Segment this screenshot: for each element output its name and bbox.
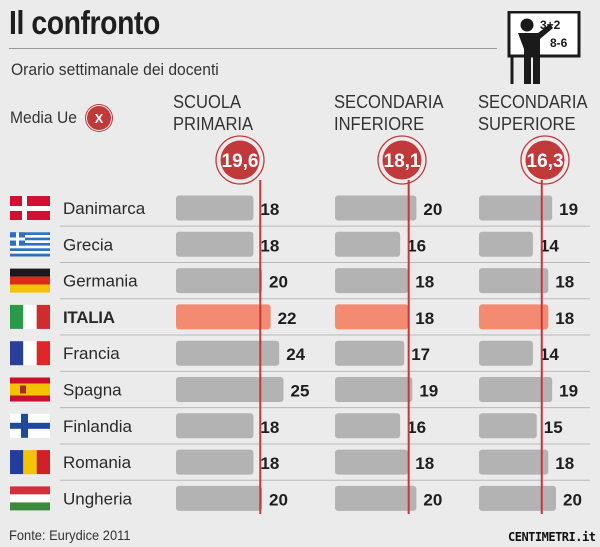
value-label: 20 bbox=[423, 200, 442, 219]
finland-flag-icon bbox=[10, 413, 50, 438]
page-title: Il confronto bbox=[9, 4, 160, 41]
romania-flag-icon bbox=[10, 450, 50, 475]
average-value-label: 18,1 bbox=[384, 151, 421, 172]
value-label: 20 bbox=[563, 490, 582, 509]
bar bbox=[335, 485, 417, 511]
value-label: 14 bbox=[540, 345, 559, 364]
country-label: ITALIA bbox=[63, 308, 115, 327]
value-label: 24 bbox=[286, 345, 305, 364]
average-value-label: 16,3 bbox=[527, 151, 564, 172]
bar bbox=[479, 413, 537, 439]
average-badge-ring bbox=[520, 135, 570, 185]
value-label: 18 bbox=[555, 309, 574, 328]
bar bbox=[176, 231, 254, 257]
value-label: 16 bbox=[407, 236, 426, 255]
teacher-at-blackboard-icon: 3+2 8-6 bbox=[507, 11, 581, 84]
country-label: Grecia bbox=[63, 235, 114, 254]
blackboard-text: 8-6 bbox=[550, 36, 568, 50]
column-header-primaria: SCUOLA PRIMARIA bbox=[173, 92, 254, 134]
hungary-flag-icon bbox=[10, 486, 50, 511]
bar bbox=[479, 304, 549, 330]
bar bbox=[479, 195, 553, 221]
country-label: Danimarca bbox=[63, 199, 146, 218]
bar bbox=[176, 340, 280, 366]
value-label: 25 bbox=[291, 382, 310, 401]
value-label: 22 bbox=[278, 309, 297, 328]
value-label: 18 bbox=[555, 454, 574, 473]
value-label: 19 bbox=[559, 382, 578, 401]
value-label: 18 bbox=[415, 273, 434, 292]
value-label: 19 bbox=[559, 200, 578, 219]
bar bbox=[176, 485, 262, 511]
italy-flag-icon bbox=[10, 304, 50, 329]
spain-flag-icon bbox=[10, 377, 50, 402]
country-label: Francia bbox=[63, 344, 120, 363]
bar bbox=[176, 268, 262, 294]
average-badge bbox=[525, 140, 565, 180]
country-label: Germania bbox=[63, 272, 138, 291]
value-label: 18 bbox=[260, 454, 279, 473]
denmark-flag-icon bbox=[10, 196, 50, 220]
bar bbox=[479, 449, 549, 475]
value-label: 18 bbox=[260, 418, 279, 437]
germany-flag-icon bbox=[10, 268, 50, 293]
value-label: 17 bbox=[411, 345, 430, 364]
publisher-logo: CENTIMETRI.it bbox=[508, 530, 596, 544]
value-label: 15 bbox=[544, 418, 563, 437]
value-label: 14 bbox=[540, 236, 559, 255]
bar bbox=[479, 377, 553, 402]
bar bbox=[335, 268, 409, 294]
value-label: 19 bbox=[419, 382, 438, 401]
source-note: Fonte: Eurydice 2011 bbox=[9, 527, 131, 543]
greece-flag-icon bbox=[10, 232, 50, 257]
average-value-label: 19,6 bbox=[222, 151, 259, 172]
average-badge-ring bbox=[377, 135, 427, 185]
country-label: Ungheria bbox=[63, 489, 133, 508]
value-label: 20 bbox=[269, 490, 288, 509]
value-label: 20 bbox=[269, 273, 288, 292]
bar bbox=[335, 377, 413, 402]
value-label: 18 bbox=[415, 309, 434, 328]
average-badge bbox=[382, 140, 422, 180]
bar bbox=[479, 231, 533, 257]
country-label: Finlandia bbox=[63, 417, 133, 436]
column-header-secondaria-superiore: SECONDARIA SUPERIORE bbox=[478, 92, 588, 134]
bar bbox=[176, 413, 254, 439]
bar bbox=[335, 340, 405, 366]
value-label: 18 bbox=[260, 200, 279, 219]
chart-subtitle: Orario settimanale dei docenti bbox=[11, 60, 219, 79]
average-legend-marker: X bbox=[87, 106, 111, 130]
value-label: 18 bbox=[555, 273, 574, 292]
column-header-secondaria-inferiore: SECONDARIA INFERIORE bbox=[334, 92, 444, 134]
bar bbox=[335, 449, 409, 475]
value-label: 20 bbox=[423, 490, 442, 509]
bar bbox=[176, 449, 254, 475]
bar bbox=[479, 485, 556, 511]
average-badge-ring bbox=[215, 135, 265, 185]
bar bbox=[335, 304, 409, 330]
country-label: Spagna bbox=[63, 381, 122, 400]
country-label: Romania bbox=[63, 453, 132, 472]
average-legend-label: Media Ue bbox=[10, 108, 77, 127]
bar bbox=[335, 231, 401, 257]
bar bbox=[176, 304, 271, 330]
average-badge bbox=[220, 140, 260, 180]
bar bbox=[176, 195, 254, 221]
title-divider bbox=[9, 48, 497, 49]
bar bbox=[479, 340, 533, 366]
bar bbox=[335, 195, 417, 221]
bar bbox=[479, 268, 549, 294]
value-label: 18 bbox=[415, 454, 434, 473]
bar bbox=[176, 377, 284, 402]
bar bbox=[335, 413, 401, 439]
france-flag-icon bbox=[10, 341, 50, 366]
value-label: 16 bbox=[407, 418, 426, 437]
value-label: 18 bbox=[260, 236, 279, 255]
